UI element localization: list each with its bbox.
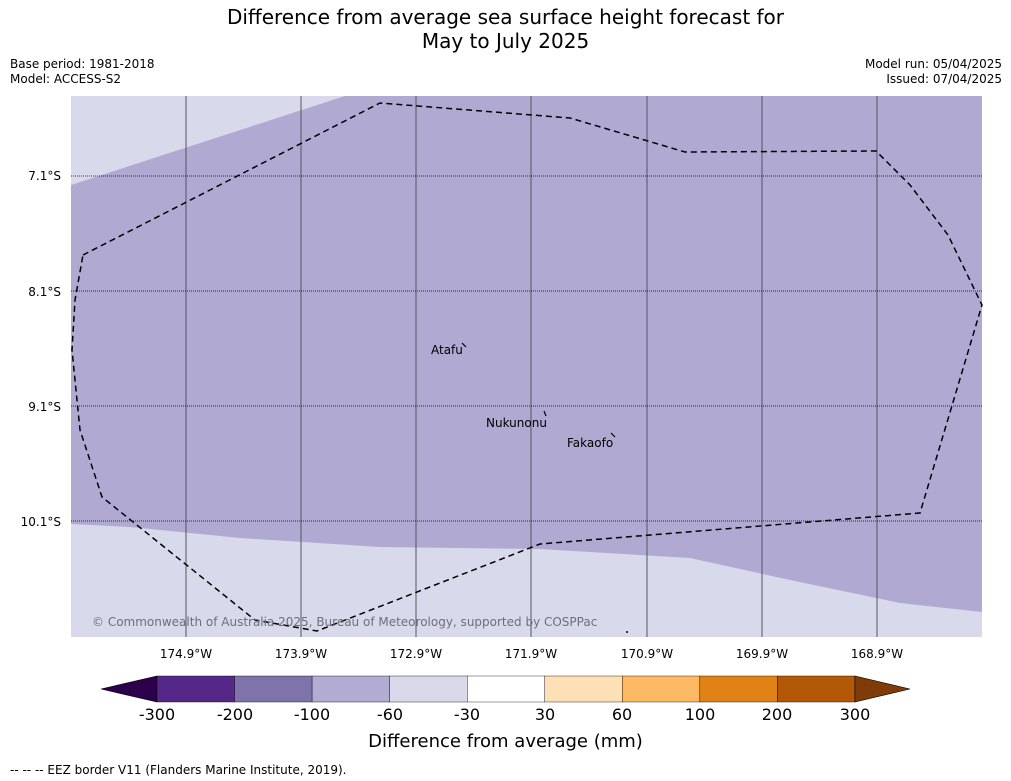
colorbar-title: Difference from average (mm) [368,731,643,752]
lon-label: 168.9°W [850,647,904,661]
meta-left: Base period: 1981-2018 Model: ACCESS-S2 [10,57,155,87]
colorbar [100,675,911,703]
colorbar-segment [389,675,468,703]
copyright-notice: © Commonwealth of Australia 2025, Bureau… [92,615,598,629]
atafu-island [461,342,467,348]
colorbar-tick-label: 30 [534,705,556,724]
model-name: Model: ACCESS-S2 [10,72,122,86]
meta-right: Model run: 05/04/2025 Issued: 07/04/2025 [865,57,1002,87]
lat-label: 7.1°S [28,169,61,183]
colorbar-tick-label: 200 [761,705,793,724]
base-period: Base period: 1981-2018 [10,57,155,71]
colorbar-over-extension [854,675,911,703]
colorbar-under-extension [100,675,158,703]
lat-label: 10.1°S [20,515,61,529]
lon-label: 171.9°W [504,647,558,661]
colorbar-segment [777,675,856,703]
colorbar-tick-label: -200 [216,705,254,724]
colorbar-tick-label: -300 [138,705,176,724]
nukunonu-island [543,410,547,417]
colorbar-segment [234,675,313,703]
lat-label: 8.1°S [28,285,61,299]
colorbar-tick-label: -30 [453,705,481,724]
lon-label: 169.9°W [735,647,789,661]
islet-dot [626,631,628,633]
lat-label: 9.1°S [28,400,61,414]
colorbar-segment [467,675,545,703]
issued-date: Issued: 07/04/2025 [886,72,1002,86]
colorbar-tick-label: 300 [839,705,871,724]
longitude-lines [185,96,878,637]
colorbar-segment [699,675,778,703]
fakaofo-island [610,432,616,438]
model-run: Model run: 05/04/2025 [864,57,1002,71]
lon-label: 170.9°W [620,647,674,661]
lon-label: 173.9°W [274,647,328,661]
place-atafu: Atafu [431,343,463,357]
place-nukunonu: Nukunonu [486,416,547,430]
lon-label: 172.9°W [389,647,443,661]
anomaly-band [71,96,982,612]
colorbar-segment [311,675,390,703]
colorbar-tick-label: 60 [611,705,633,724]
colorbar-tick-label: -100 [293,705,331,724]
colorbar-segment [622,675,701,703]
lon-label: 174.9°W [159,647,213,661]
colorbar-segment [544,675,623,703]
title-line-1: Difference from average sea surface heig… [226,5,785,29]
chart-title: Difference from average sea surface heig… [0,5,1011,53]
place-fakaofo: Fakaofo [567,436,614,450]
title-line-2: May to July 2025 [421,29,590,53]
colorbar-tick-label: -60 [376,705,404,724]
eez-footnote: -- -- -- EEZ border V11 (Flanders Marine… [10,763,347,777]
eez-border [71,102,983,632]
colorbar-segment [156,675,235,703]
colorbar-tick-label: 100 [684,705,716,724]
